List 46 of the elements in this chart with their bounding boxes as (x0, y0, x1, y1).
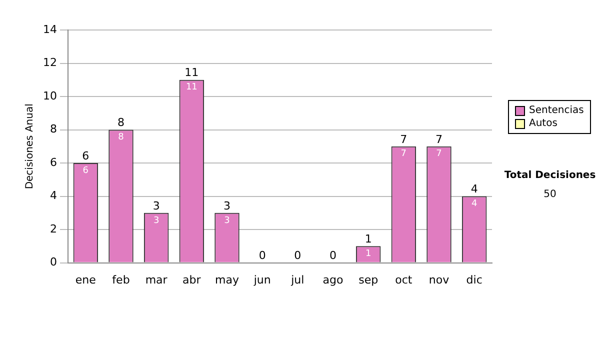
total-label: 11 (184, 66, 199, 80)
data-label: 3 (224, 216, 230, 226)
total-label: 3 (152, 199, 160, 212)
total-label: 0 (258, 249, 266, 262)
total-label: 6 (82, 149, 90, 162)
x-tick-label: mar (145, 273, 168, 286)
data-label: 6 (82, 166, 89, 176)
data-label: 7 (400, 149, 407, 160)
data-label: 1 (365, 249, 372, 260)
y-tick-label: 8 (50, 122, 57, 136)
x-tick-label: jun (252, 273, 271, 286)
data-label: 7 (436, 149, 442, 160)
x-tick-label: ene (75, 273, 96, 286)
data-label: 4 (471, 199, 478, 210)
data-label: 3 (153, 216, 160, 226)
y-tick-label: 2 (50, 222, 57, 236)
y-tick-label: 10 (42, 89, 57, 102)
total-label: 1 (364, 232, 372, 246)
y-tick-label: 6 (50, 156, 57, 169)
y-tick-label: 0 (50, 256, 57, 269)
legend-label: Sentencias (529, 104, 584, 117)
y-tick-label: 14 (42, 22, 57, 36)
total-label: 7 (400, 132, 408, 146)
x-tick-label: may (215, 273, 240, 286)
x-tick-label: ago (322, 273, 344, 286)
x-tick-label: nov (428, 273, 450, 286)
total-label: 0 (330, 249, 336, 262)
x-tick-label: abr (182, 273, 202, 286)
text: 50 (542, 189, 558, 200)
data-label: 11 (186, 82, 198, 93)
total-label: 8 (117, 116, 124, 130)
total-label: 4 (470, 182, 478, 196)
legend-label: Autos (529, 117, 558, 130)
y-tick-label: 12 (42, 56, 57, 70)
text: Total Decisiones (503, 170, 597, 181)
x-tick-label: dic (466, 273, 482, 286)
total-label: 7 (436, 132, 442, 146)
x-tick-label: oct (395, 273, 413, 286)
y-axis-title: Decisiones Anual (24, 104, 36, 190)
total-label: 0 (294, 249, 302, 262)
data-label: 8 (118, 132, 124, 143)
total-label: 3 (224, 199, 230, 212)
x-tick-label: feb (112, 273, 130, 286)
x-tick-label: jul (290, 273, 304, 286)
x-tick-label: sep (358, 273, 378, 286)
y-tick-label: 4 (50, 189, 57, 202)
